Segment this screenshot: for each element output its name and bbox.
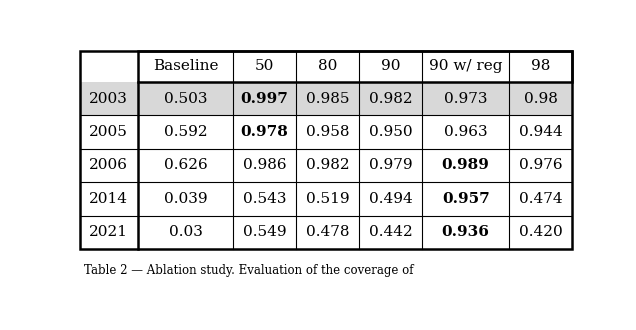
Text: 0.543: 0.543 [242, 192, 286, 206]
Text: 2021: 2021 [90, 225, 128, 240]
Text: 0.973: 0.973 [444, 91, 487, 106]
Text: 0.936: 0.936 [442, 225, 490, 240]
Text: 0.957: 0.957 [442, 192, 490, 206]
Text: Baseline: Baseline [153, 59, 218, 73]
Text: 0.997: 0.997 [240, 91, 288, 106]
Text: 0.592: 0.592 [163, 125, 207, 139]
Text: 0.420: 0.420 [519, 225, 563, 240]
Text: 0.985: 0.985 [306, 91, 349, 106]
Text: 2005: 2005 [90, 125, 128, 139]
Text: 0.963: 0.963 [444, 125, 487, 139]
Text: 0.950: 0.950 [369, 125, 412, 139]
Text: 0.989: 0.989 [442, 158, 490, 173]
Text: 90 w/ reg: 90 w/ reg [429, 59, 502, 73]
Text: 0.626: 0.626 [163, 158, 207, 173]
Text: 0.982: 0.982 [305, 158, 349, 173]
Text: Table 2 — Ablation study. Evaluation of the coverage of: Table 2 — Ablation study. Evaluation of … [85, 264, 414, 277]
Text: 0.442: 0.442 [368, 225, 412, 240]
Text: 0.98: 0.98 [524, 91, 558, 106]
Text: 0.03: 0.03 [169, 225, 202, 240]
Text: 0.978: 0.978 [240, 125, 288, 139]
Text: 0.958: 0.958 [306, 125, 349, 139]
Text: 2014: 2014 [90, 192, 128, 206]
Text: 0.944: 0.944 [519, 125, 563, 139]
Text: 0.494: 0.494 [368, 192, 412, 206]
Text: 0.982: 0.982 [369, 91, 412, 106]
Text: 80: 80 [318, 59, 337, 73]
Text: 98: 98 [531, 59, 551, 73]
Text: 0.478: 0.478 [306, 225, 349, 240]
Text: 0.976: 0.976 [519, 158, 563, 173]
Text: 0.979: 0.979 [369, 158, 412, 173]
Text: 0.474: 0.474 [519, 192, 563, 206]
Text: 0.039: 0.039 [163, 192, 207, 206]
Text: 90: 90 [381, 59, 400, 73]
Text: 0.519: 0.519 [305, 192, 349, 206]
Text: 50: 50 [254, 59, 274, 73]
Text: 2006: 2006 [90, 158, 128, 173]
Text: 0.503: 0.503 [164, 91, 207, 106]
Text: 0.986: 0.986 [242, 158, 286, 173]
Text: 2003: 2003 [90, 91, 128, 106]
Text: 0.549: 0.549 [242, 225, 286, 240]
